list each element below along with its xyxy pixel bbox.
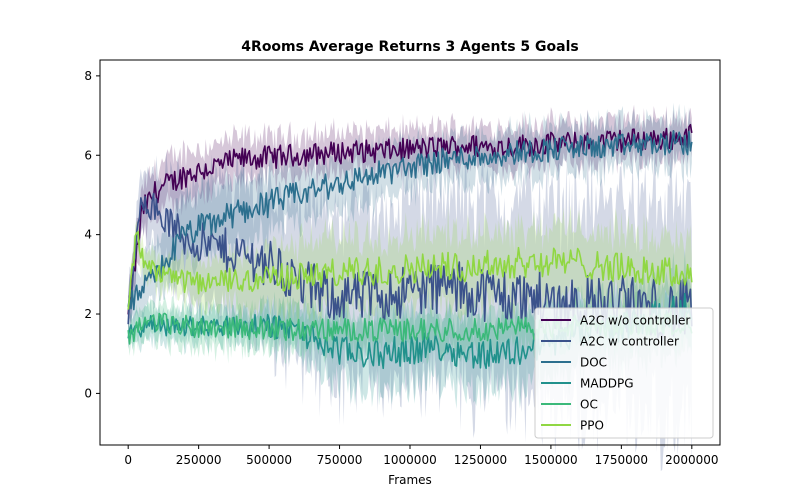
legend-label-oc: OC [580,398,598,412]
x-tick-label: 1500000 [524,453,577,467]
legend-label-a2c-w-controller: A2C w controller [580,335,679,349]
x-tick-label: 1750000 [595,453,648,467]
chart-title: 4Rooms Average Returns 3 Agents 5 Goals [241,39,578,55]
y-tick-label: 4 [84,228,92,242]
x-tick-label: 2000000 [665,453,718,467]
x-tick-label: 0 [124,453,132,467]
x-tick-label: 1000000 [383,453,436,467]
x-tick-label: 250000 [176,453,222,467]
y-tick-label: 8 [84,69,92,83]
y-axis: 0 2 4 6 8 [84,69,100,400]
legend-label-a2c-w-o-controller: A2C w/o controller [580,314,690,328]
y-tick-label: 6 [84,148,92,162]
legend-label-ppo: PPO [580,419,604,433]
x-tick-label: 500000 [246,453,292,467]
band-ppo [128,205,692,331]
x-tick-label: 1250000 [454,453,507,467]
x-tick-label: 750000 [317,453,363,467]
legend-label-doc: DOC [580,356,607,370]
band-doc [128,102,692,330]
legend-label-maddpg: MADDPG [580,377,634,391]
series-line-doc [127,130,693,311]
y-tick-label: 0 [84,386,92,400]
x-axis-label: Frames [388,473,432,487]
legend-box [534,307,714,439]
y-tick-label: 2 [84,307,92,321]
legend: A2C w/o controller A2C w controller DOC MAD… [534,307,714,439]
series-line-ppo [127,230,693,310]
x-axis: 0 250000 500000 750000 1000000 1250000 1500000… [124,445,719,467]
band-a2c-w-o-controller [128,104,692,336]
